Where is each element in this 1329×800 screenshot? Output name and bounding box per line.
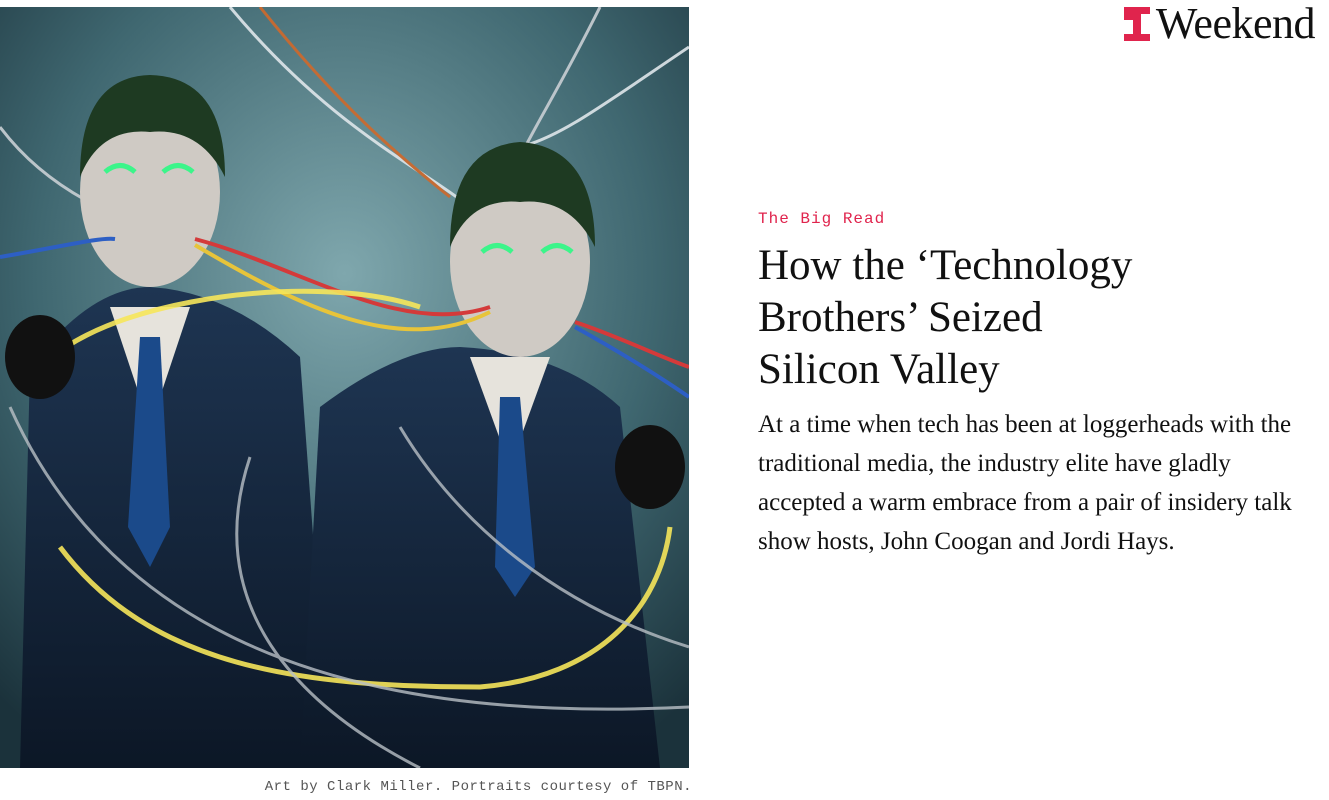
headline-line: Brothers’ Seized bbox=[758, 294, 1043, 341]
dek: At a time when tech has been at loggerhe… bbox=[758, 411, 1292, 555]
headline-line: Silicon Valley bbox=[758, 346, 1000, 393]
brand-name: Weekend bbox=[1155, 0, 1316, 48]
article-image bbox=[0, 7, 689, 768]
brand-icon bbox=[1123, 7, 1150, 41]
brand-logo[interactable]: Weekend bbox=[1123, 0, 1316, 48]
image-caption: Art by Clark Miller. Portraits courtesy … bbox=[264, 779, 692, 795]
headline[interactable]: How the ‘Technology Brothers’ Seized Sil… bbox=[758, 240, 1132, 396]
kicker[interactable]: The Big Read bbox=[758, 210, 886, 228]
headline-line: How the ‘Technology bbox=[758, 242, 1133, 289]
